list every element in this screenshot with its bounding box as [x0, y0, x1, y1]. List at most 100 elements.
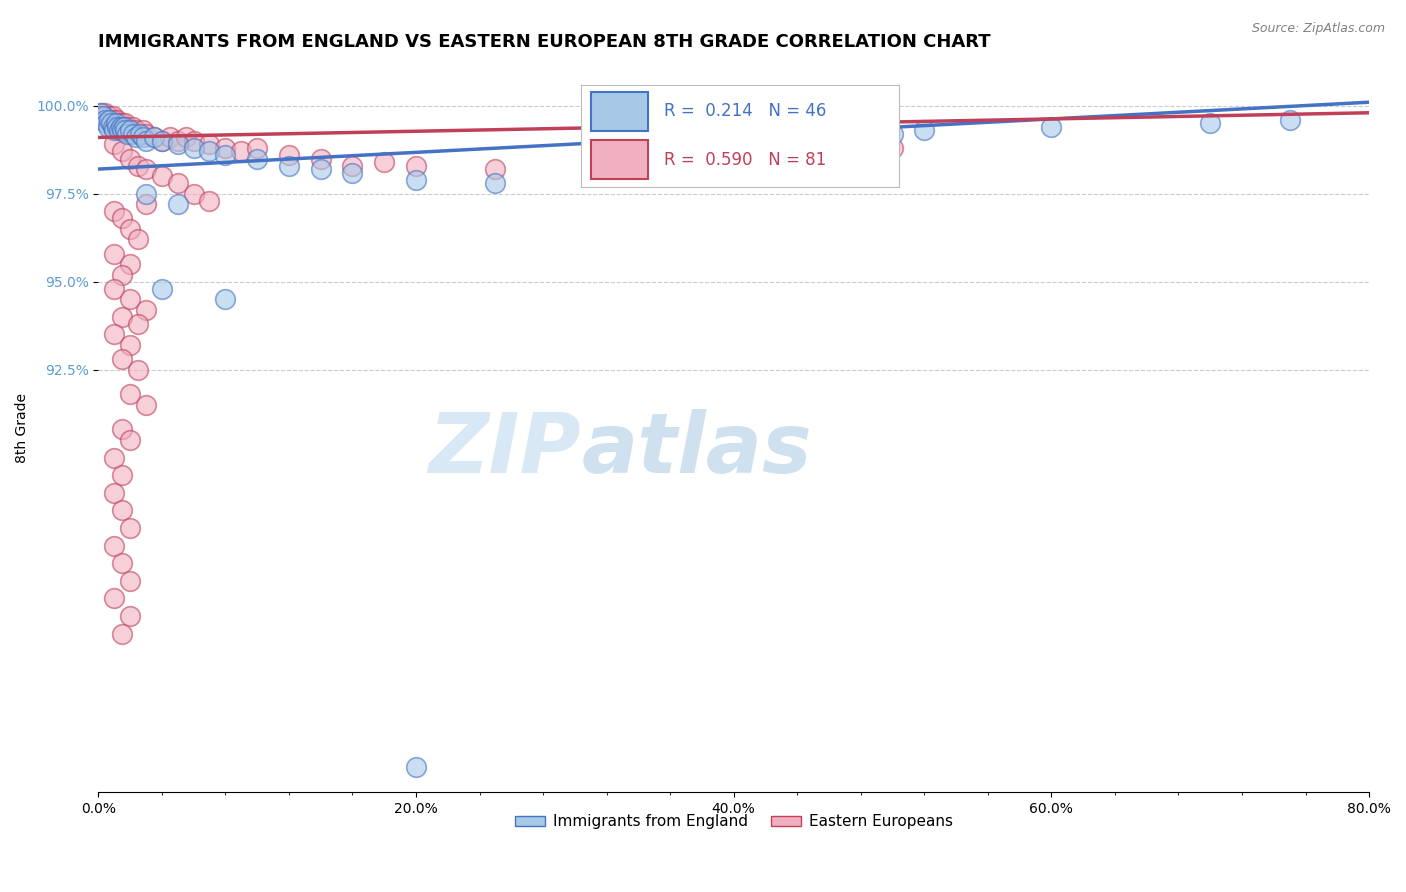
Point	[342, 159, 364, 173]
Point	[104, 116, 127, 130]
Point	[405, 760, 427, 774]
Point	[150, 134, 173, 148]
Point	[342, 165, 364, 179]
Point	[723, 134, 745, 148]
Point	[127, 159, 149, 173]
Point	[150, 134, 173, 148]
Point	[103, 327, 125, 342]
Point	[135, 302, 157, 317]
Point	[127, 232, 149, 246]
Point	[214, 148, 236, 162]
Point	[120, 338, 142, 352]
Point	[120, 521, 142, 535]
Point	[120, 293, 142, 307]
Point	[214, 293, 236, 307]
Point	[111, 556, 134, 570]
Legend: Immigrants from England, Eastern Europeans: Immigrants from England, Eastern Europea…	[509, 808, 959, 835]
Text: Source: ZipAtlas.com: Source: ZipAtlas.com	[1251, 22, 1385, 36]
Point	[103, 591, 125, 606]
Point	[120, 387, 142, 401]
Point	[166, 197, 188, 211]
Point	[100, 112, 122, 127]
Point	[1040, 120, 1063, 134]
Point	[111, 352, 134, 367]
Point	[198, 137, 221, 152]
Point	[166, 176, 188, 190]
Point	[114, 123, 136, 137]
Point	[105, 120, 128, 134]
Point	[1199, 116, 1222, 130]
Point	[96, 109, 118, 123]
Point	[882, 127, 904, 141]
Point	[484, 162, 506, 177]
Point	[128, 127, 150, 141]
Point	[166, 134, 188, 148]
Point	[120, 152, 142, 166]
Point	[103, 539, 125, 553]
Point	[105, 112, 128, 127]
Point	[135, 197, 157, 211]
Point	[111, 211, 134, 226]
Point	[90, 105, 112, 120]
Point	[405, 172, 427, 186]
Point	[723, 152, 745, 166]
Point	[135, 186, 157, 201]
Point	[111, 145, 134, 159]
Point	[125, 130, 148, 145]
Point	[135, 398, 157, 412]
Point	[120, 574, 142, 588]
Point	[120, 433, 142, 447]
Point	[97, 112, 120, 127]
Point	[159, 130, 181, 145]
Point	[198, 145, 221, 159]
Point	[110, 120, 132, 134]
Point	[111, 310, 134, 324]
Point	[174, 130, 197, 145]
Point	[150, 169, 173, 183]
Point	[103, 246, 125, 260]
Point	[98, 109, 121, 123]
Point	[150, 282, 173, 296]
Point	[103, 450, 125, 465]
Point	[114, 116, 136, 130]
Point	[142, 130, 165, 145]
Point	[166, 137, 188, 152]
Point	[115, 120, 138, 134]
Point	[120, 257, 142, 271]
Point	[103, 137, 125, 152]
Point	[132, 130, 155, 145]
Point	[120, 123, 142, 137]
Point	[97, 120, 120, 134]
Point	[100, 116, 122, 130]
Point	[112, 120, 135, 134]
Point	[90, 105, 112, 120]
Text: ZIP: ZIP	[429, 409, 581, 490]
Point	[93, 105, 115, 120]
Point	[882, 141, 904, 155]
Point	[125, 123, 148, 137]
Point	[277, 159, 299, 173]
Point	[104, 116, 127, 130]
Point	[405, 159, 427, 173]
Point	[101, 109, 124, 123]
Point	[98, 112, 121, 127]
Point	[183, 134, 205, 148]
Point	[111, 123, 134, 137]
Point	[93, 112, 115, 127]
Y-axis label: 8th Grade: 8th Grade	[15, 392, 30, 463]
Point	[246, 152, 269, 166]
Point	[127, 317, 149, 331]
Point	[127, 362, 149, 376]
Point	[277, 148, 299, 162]
Point	[103, 123, 125, 137]
Point	[183, 141, 205, 155]
Point	[111, 422, 134, 436]
Point	[111, 503, 134, 517]
Point	[120, 609, 142, 624]
Point	[309, 162, 332, 177]
Point	[120, 123, 142, 137]
Point	[246, 141, 269, 155]
Point	[115, 127, 138, 141]
Text: IMMIGRANTS FROM ENGLAND VS EASTERN EUROPEAN 8TH GRADE CORRELATION CHART: IMMIGRANTS FROM ENGLAND VS EASTERN EUROP…	[98, 33, 991, 51]
Point	[120, 222, 142, 236]
